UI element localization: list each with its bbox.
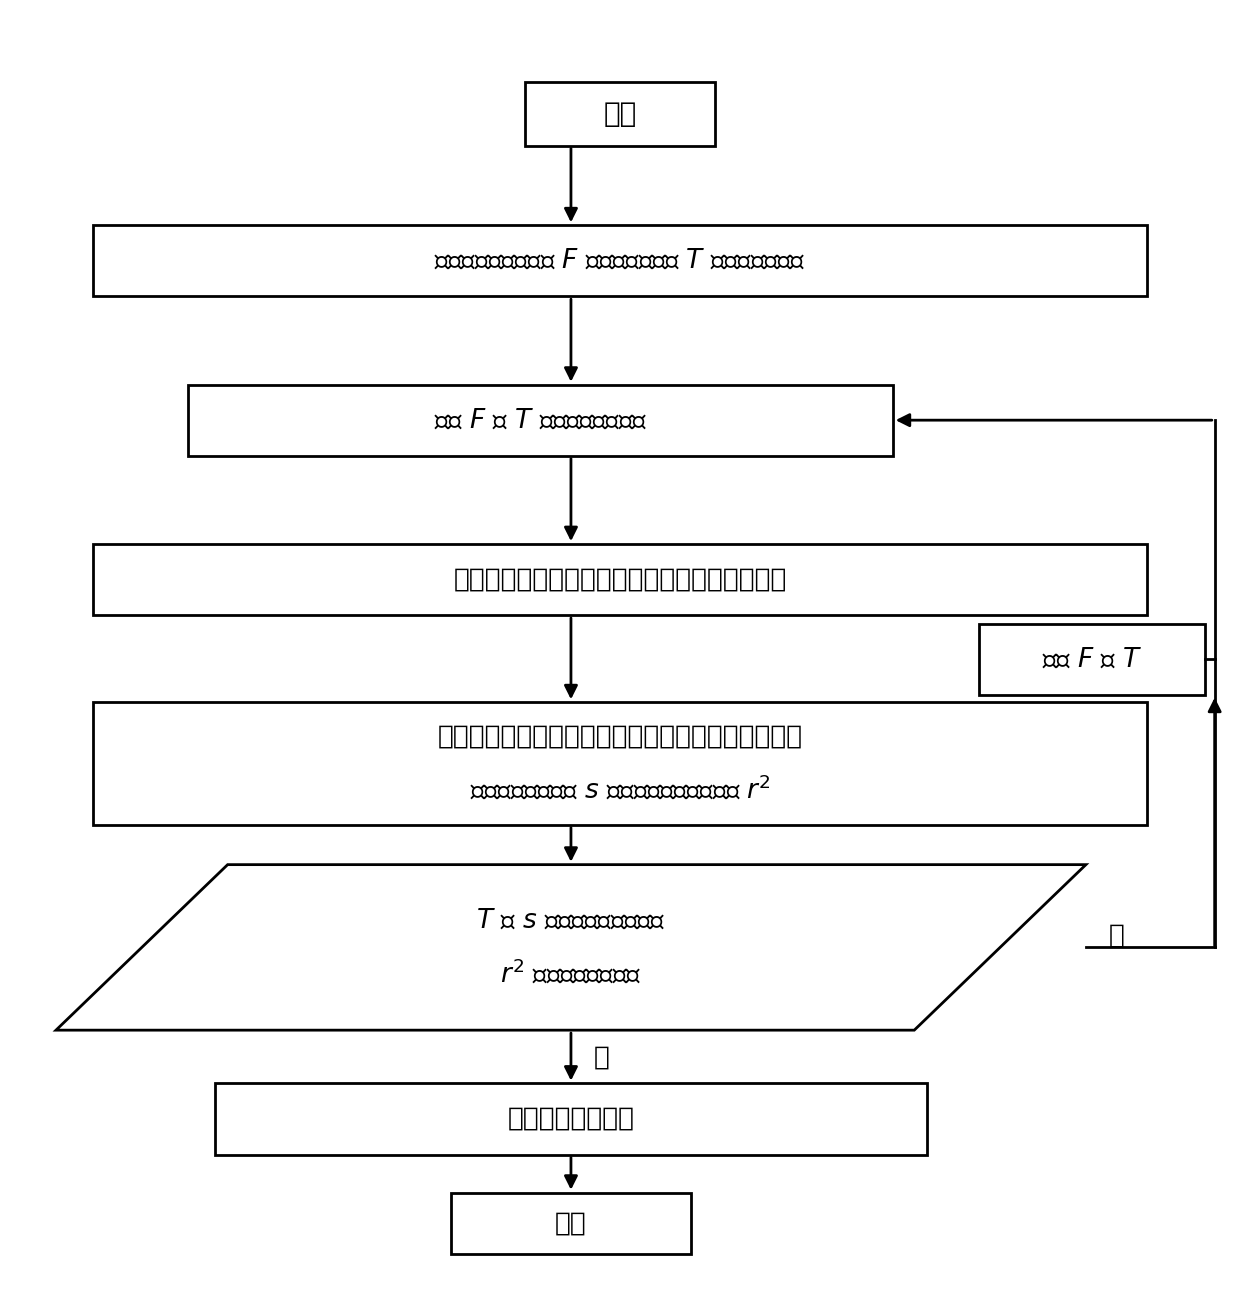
Text: 调整 $F$ 和 $T$: 调整 $F$ 和 $T$: [1042, 646, 1142, 673]
Text: 开始: 开始: [604, 100, 636, 128]
Polygon shape: [56, 864, 1086, 1030]
Text: 对收光系统收集效率 $F$ 和等离子体温度 $T$ 的初值进行设定: 对收光系统收集效率 $F$ 和等离子体温度 $T$ 的初值进行设定: [434, 247, 806, 274]
Bar: [451, 1193, 691, 1254]
Text: $T$ 和 $s$ 是否满足代数关系，: $T$ 和 $s$ 是否满足代数关系，: [476, 907, 666, 933]
Text: 是: 是: [594, 1044, 610, 1070]
Text: 以黑体辐射强度为参考对原始光谱进行初步修正: 以黑体辐射强度为参考对原始光谱进行初步修正: [454, 567, 786, 593]
Bar: [978, 624, 1205, 695]
Text: 结束: 结束: [556, 1210, 587, 1236]
Bar: [93, 703, 1147, 824]
Text: 输出修正后的光谱: 输出修正后的光谱: [507, 1106, 635, 1132]
Bar: [93, 543, 1147, 615]
Text: 基于修正后的光谱，使用玻尔兹曼平面进行拟合，计: 基于修正后的光谱，使用玻尔兹曼平面进行拟合，计: [438, 723, 802, 749]
Text: 否: 否: [1109, 923, 1125, 949]
Text: 算拟合直线的斜率 $s$ 和拟合的线性相关系数 $r^2$: 算拟合直线的斜率 $s$ 和拟合的线性相关系数 $r^2$: [470, 776, 770, 805]
Text: $r^2$ 是否已达到最大？: $r^2$ 是否已达到最大？: [501, 960, 641, 989]
Text: 根据 $F$ 和 $T$ 计算黑体辐射强度: 根据 $F$ 和 $T$ 计算黑体辐射强度: [434, 408, 647, 433]
Bar: [187, 384, 893, 455]
Bar: [93, 225, 1147, 296]
Bar: [525, 82, 715, 145]
Bar: [216, 1083, 926, 1154]
